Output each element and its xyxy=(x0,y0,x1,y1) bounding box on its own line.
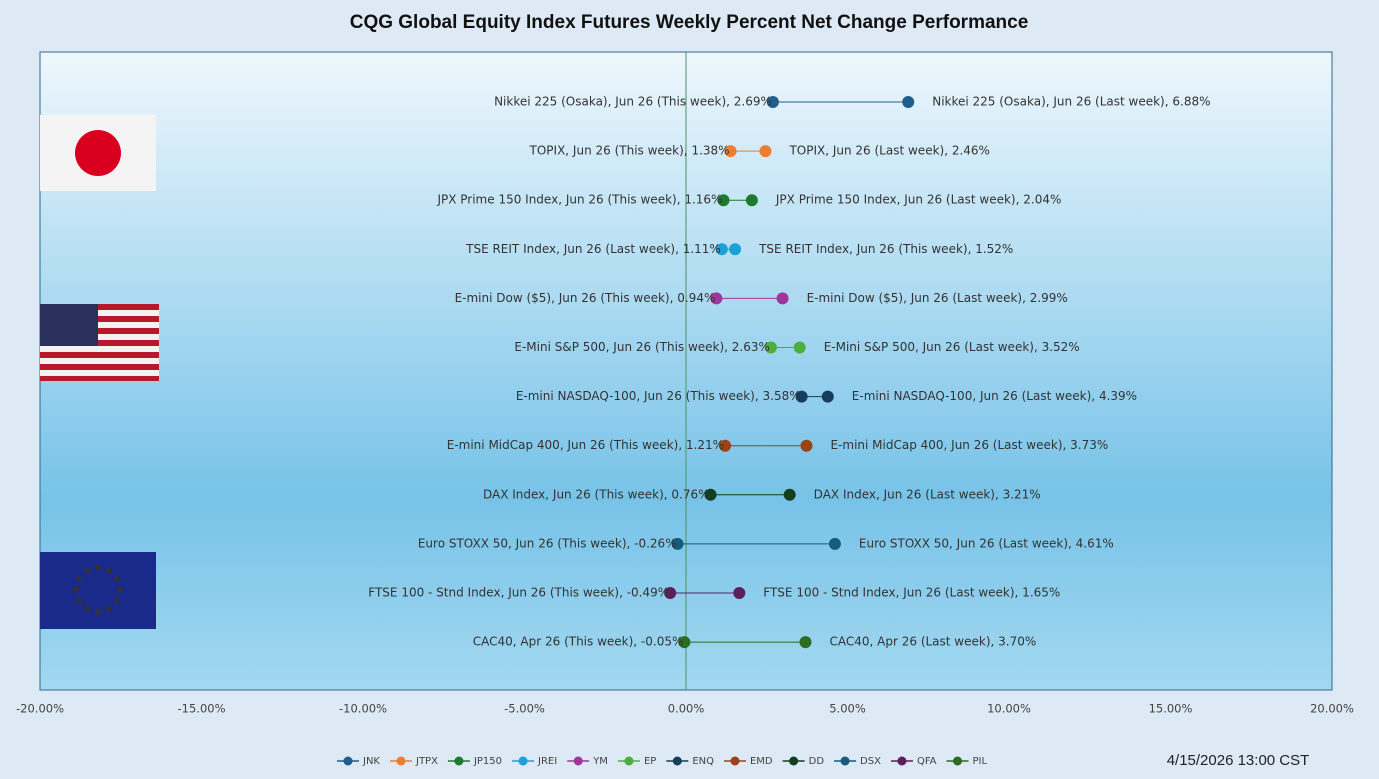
svg-text:★: ★ xyxy=(74,594,85,608)
dot xyxy=(793,341,806,354)
timestamp: 4/15/2026 13:00 CST xyxy=(1167,752,1310,769)
dot xyxy=(821,390,834,403)
value-label: CAC40, Apr 26 (Last week), 3.70% xyxy=(830,635,1037,649)
dot xyxy=(733,587,746,599)
dot xyxy=(729,243,742,256)
legend-dot xyxy=(672,756,682,766)
legend-label: JTPX xyxy=(415,756,438,767)
dot xyxy=(759,145,772,158)
svg-text:★: ★ xyxy=(104,602,115,616)
svg-text:★: ★ xyxy=(74,572,85,586)
value-label: E-mini Dow ($5), Jun 26 (Last week), 2.9… xyxy=(807,291,1068,305)
svg-text:★: ★ xyxy=(71,583,82,597)
value-label: E-Mini S&P 500, Jun 26 (Last week), 3.52… xyxy=(824,340,1080,354)
flag-eu: ★ ★ ★★ ★★ ★★ ★★ ★★ xyxy=(40,552,156,629)
dot xyxy=(671,537,684,550)
legend-dot xyxy=(396,756,406,766)
value-label: CAC40, Apr 26 (This week), -0.05% xyxy=(473,635,684,649)
value-label: TSE REIT Index, Jun 26 (This week), 1.52… xyxy=(758,242,1013,256)
dot xyxy=(902,96,915,108)
legend-label: JP150 xyxy=(473,756,502,767)
dot xyxy=(800,439,813,452)
value-label: DAX Index, Jun 26 (This week), 0.76% xyxy=(483,487,710,501)
legend-dot xyxy=(897,756,907,766)
dot xyxy=(719,439,732,452)
svg-text:★: ★ xyxy=(82,602,93,616)
dot xyxy=(715,243,728,256)
value-label: TOPIX, Jun 26 (This week), 1.38% xyxy=(529,144,730,158)
value-label: DAX Index, Jun 26 (Last week), 3.21% xyxy=(814,487,1041,501)
x-tick-label: 15.00% xyxy=(1149,702,1193,716)
svg-text:★: ★ xyxy=(112,594,123,608)
legend-dot xyxy=(573,756,583,766)
dot xyxy=(795,390,808,403)
dot xyxy=(783,488,796,501)
legend-dot xyxy=(624,756,634,766)
dot xyxy=(704,488,717,501)
svg-text:★: ★ xyxy=(115,583,126,597)
svg-text:★: ★ xyxy=(93,561,104,575)
dot xyxy=(717,194,730,207)
dot xyxy=(766,96,779,108)
svg-text:★: ★ xyxy=(112,572,123,586)
x-tick-label: -10.00% xyxy=(339,702,387,716)
legend-label: DD xyxy=(809,756,825,767)
value-label: E-mini MidCap 400, Jun 26 (This week), 1… xyxy=(447,438,724,452)
svg-text:★: ★ xyxy=(104,564,115,578)
x-tick-label: -5.00% xyxy=(504,702,545,716)
flag-japan xyxy=(40,115,156,191)
value-label: E-mini Dow ($5), Jun 26 (This week), 0.9… xyxy=(455,291,716,305)
legend-label: ENQ xyxy=(692,756,714,767)
legend-label: QFA xyxy=(917,756,937,767)
value-label: FTSE 100 - Stnd Index, Jun 26 (This week… xyxy=(368,586,669,600)
value-label: E-mini NASDAQ-100, Jun 26 (This week), 3… xyxy=(516,389,801,403)
svg-text:★: ★ xyxy=(82,564,93,578)
flag-usa xyxy=(40,304,159,381)
legend-dot xyxy=(953,756,962,766)
dot xyxy=(678,636,691,649)
dot xyxy=(776,292,789,305)
legend-label: JREI xyxy=(537,756,557,767)
legend-dot xyxy=(343,756,353,766)
x-tick-label: 10.00% xyxy=(987,702,1031,716)
dot xyxy=(828,537,841,550)
legend-dot xyxy=(840,756,850,766)
dot xyxy=(799,636,812,649)
x-tick-label: 20.00% xyxy=(1310,702,1354,716)
dot xyxy=(664,587,677,599)
legend-label: DSX xyxy=(860,756,881,767)
value-label: Nikkei 225 (Osaka), Jun 26 (This week), … xyxy=(494,95,772,109)
legend-dot xyxy=(730,756,740,766)
x-tick-label: -20.00% xyxy=(16,702,64,716)
value-label: Euro STOXX 50, Jun 26 (This week), -0.26… xyxy=(418,536,677,550)
dot xyxy=(710,292,723,305)
svg-text:★: ★ xyxy=(93,605,104,619)
value-label: TOPIX, Jun 26 (Last week), 2.46% xyxy=(788,144,990,158)
legend-label: PIL xyxy=(973,756,988,767)
value-label: JPX Prime 150 Index, Jun 26 (Last week),… xyxy=(775,193,1061,207)
chart-title: CQG Global Equity Index Futures Weekly P… xyxy=(350,12,1029,33)
dot xyxy=(745,194,758,207)
value-label: FTSE 100 - Stnd Index, Jun 26 (Last week… xyxy=(763,586,1060,600)
legend-label: JNK xyxy=(362,756,380,767)
x-tick-label: 5.00% xyxy=(829,702,866,716)
legend-dot xyxy=(789,756,799,766)
x-tick-label: 0.00% xyxy=(668,702,705,716)
legend-dot xyxy=(518,756,528,766)
value-label: E-Mini S&P 500, Jun 26 (This week), 2.63… xyxy=(514,340,770,354)
value-label: Euro STOXX 50, Jun 26 (Last week), 4.61% xyxy=(859,536,1114,550)
dot xyxy=(764,341,777,354)
value-label: Nikkei 225 (Osaka), Jun 26 (Last week), … xyxy=(932,95,1210,109)
x-tick-label: -15.00% xyxy=(178,702,226,716)
legend-dot xyxy=(454,756,464,766)
value-label: E-mini MidCap 400, Jun 26 (Last week), 3… xyxy=(830,438,1108,452)
legend-label: YM xyxy=(592,756,608,767)
value-label: TSE REIT Index, Jun 26 (Last week), 1.11… xyxy=(465,242,721,256)
dot xyxy=(724,145,737,158)
legend-label: EP xyxy=(644,756,656,767)
value-label: E-mini NASDAQ-100, Jun 26 (Last week), 4… xyxy=(852,389,1137,403)
value-label: JPX Prime 150 Index, Jun 26 (This week),… xyxy=(436,193,722,207)
legend-label: EMD xyxy=(750,756,773,767)
